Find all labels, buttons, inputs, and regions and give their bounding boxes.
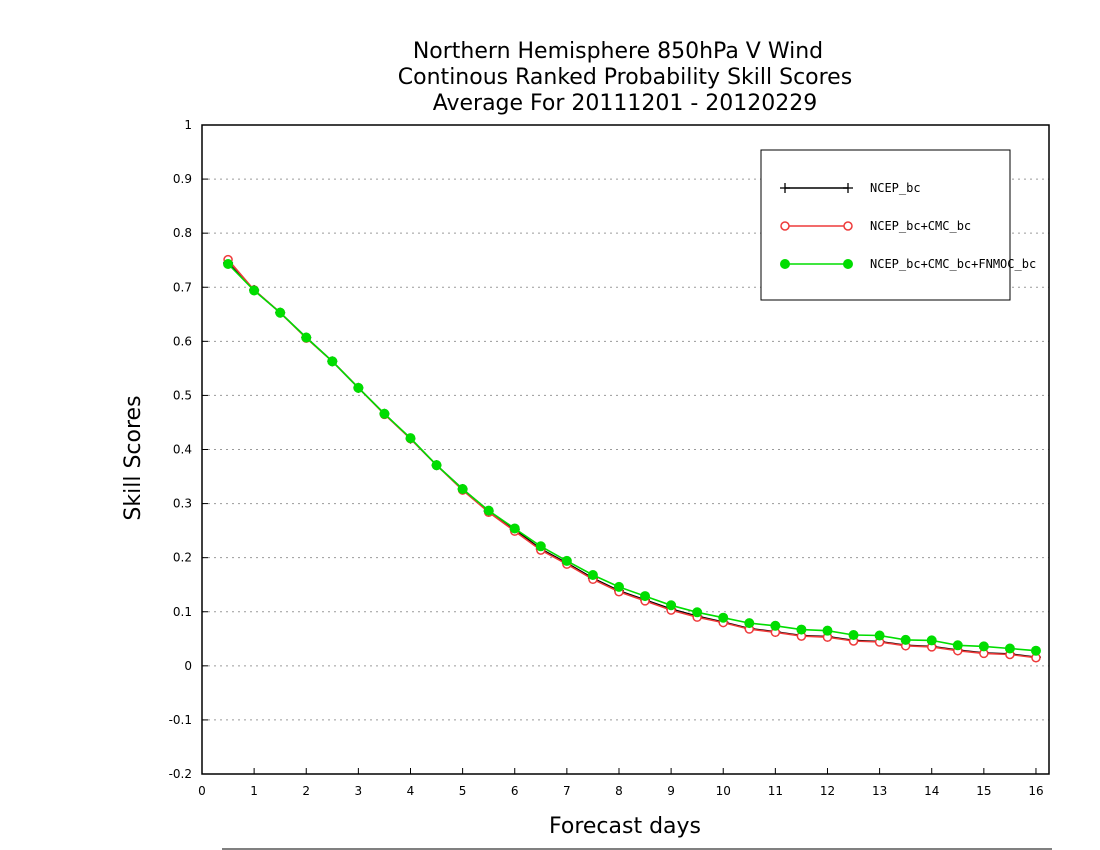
- series-layer: [223, 254, 1041, 663]
- x-tick-label: 0: [198, 784, 206, 798]
- data-point: [848, 630, 859, 641]
- data-point: [718, 612, 729, 623]
- y-tick-label: -0.1: [169, 713, 192, 727]
- data-point: [666, 600, 677, 611]
- data-point: [457, 483, 468, 494]
- x-axis: 0 1 2 3 4 5 6 7 8 9 10 11 12 13 14 15 16: [198, 768, 1044, 798]
- data-point: [952, 640, 963, 651]
- data-point: [978, 641, 989, 652]
- series-3: [223, 258, 1041, 656]
- series-line: [227, 262, 1037, 658]
- y-tick-label: 0.7: [173, 280, 192, 294]
- data-point: [1030, 645, 1041, 656]
- data-point: [770, 620, 781, 631]
- y-tick-label: 0.1: [173, 605, 192, 619]
- data-point: [692, 607, 703, 618]
- data-point: [535, 541, 546, 552]
- data-point: [327, 356, 338, 367]
- y-axis: -0.2 -0.1 0 0.1 0.2 0.3 0.4 0.5 0.6 0.7 0.8 0.9 1: [169, 118, 208, 781]
- y-tick-label: 0.9: [173, 172, 192, 186]
- y-tick-label: 0.3: [173, 497, 192, 511]
- data-point: [822, 625, 833, 636]
- x-tick-label: 3: [355, 784, 363, 798]
- x-tick-label: 2: [302, 784, 310, 798]
- data-point: [561, 555, 572, 566]
- data-point: [301, 332, 312, 343]
- legend-label: NCEP_bc: [870, 181, 921, 195]
- y-axis-label: Skill Scores: [121, 395, 146, 520]
- data-point: [926, 635, 937, 646]
- data-point: [613, 581, 624, 592]
- data-point: [796, 624, 807, 635]
- legend: NCEP_bc NCEP_bc+CMC_bc NCEP_bc+CMC_bc+FNMO…: [760, 149, 1036, 301]
- x-tick-label: 7: [563, 784, 571, 798]
- data-point: [587, 569, 598, 580]
- x-tick-label: 16: [1028, 784, 1043, 798]
- legend-marker: [843, 259, 853, 269]
- series-2: [223, 254, 1041, 663]
- y-tick-label: 0.2: [173, 551, 192, 565]
- series-line: [227, 259, 1037, 659]
- legend-marker: [843, 221, 853, 231]
- x-tick-label: 5: [459, 784, 467, 798]
- legend-marker: [843, 183, 853, 193]
- x-tick-label: 14: [924, 784, 939, 798]
- data-point: [640, 591, 651, 602]
- chart-title: Northern Hemisphere 850hPa V Wind Contin…: [398, 39, 852, 116]
- y-tick-label: 0.6: [173, 334, 192, 348]
- data-point: [353, 382, 364, 393]
- legend-label: NCEP_bc+CMC_bc: [870, 219, 971, 233]
- legend-marker: [780, 183, 790, 193]
- y-tick-label: 0: [184, 659, 192, 673]
- data-point: [275, 307, 286, 318]
- series-1: [223, 257, 1041, 663]
- y-tick-label: 0.5: [173, 388, 192, 402]
- x-tick-label: 10: [716, 784, 731, 798]
- legend-item: NCEP_bc+CMC_bc+FNMOC_bc: [780, 257, 1036, 271]
- y-tick-label: 0.4: [173, 443, 192, 457]
- y-tick-label: -0.2: [169, 767, 192, 781]
- x-tick-label: 6: [511, 784, 519, 798]
- legend-marker: [780, 221, 790, 231]
- x-tick-label: 9: [667, 784, 675, 798]
- data-point: [1004, 643, 1015, 654]
- y-tick-label: 1: [184, 118, 192, 132]
- legend-item: NCEP_bc+CMC_bc: [780, 219, 971, 233]
- x-axis-label: Forecast days: [549, 814, 701, 839]
- data-point: [249, 285, 260, 296]
- title-line-1: Northern Hemisphere 850hPa V Wind: [413, 39, 823, 64]
- x-tick-label: 1: [250, 784, 258, 798]
- legend-item: NCEP_bc: [780, 181, 921, 195]
- data-point: [874, 630, 885, 641]
- data-point: [405, 433, 416, 444]
- data-point: [379, 408, 390, 419]
- x-tick-label: 12: [820, 784, 835, 798]
- title-line-2: Continous Ranked Probability Skill Score…: [398, 65, 852, 90]
- y-tick-label: 0.8: [173, 226, 192, 240]
- data-point: [223, 258, 234, 269]
- x-tick-label: 13: [872, 784, 887, 798]
- legend-box: [760, 149, 1011, 301]
- legend-marker: [780, 259, 790, 269]
- x-tick-label: 4: [407, 784, 415, 798]
- title-line-3: Average For 20111201 - 20120229: [433, 91, 818, 116]
- x-tick-label: 15: [976, 784, 991, 798]
- data-point: [744, 618, 755, 629]
- data-point: [483, 505, 494, 516]
- x-tick-label: 11: [768, 784, 783, 798]
- data-point: [509, 523, 520, 534]
- data-point: [431, 460, 442, 471]
- x-tick-label: 8: [615, 784, 623, 798]
- data-point: [900, 634, 911, 645]
- series-line: [227, 263, 1037, 652]
- legend-label: NCEP_bc+CMC_bc+FNMOC_bc: [870, 257, 1036, 271]
